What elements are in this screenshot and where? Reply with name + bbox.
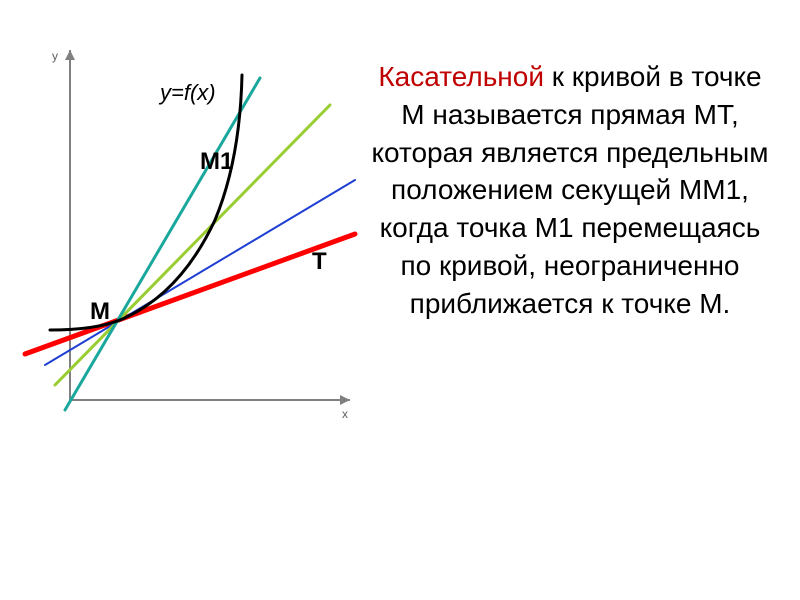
svg-text:x: x	[342, 407, 348, 421]
point-t-label: T	[312, 248, 327, 276]
definition-body: к кривой в точке M называется прямая MT,…	[371, 61, 768, 319]
point-m1-label: M1	[200, 148, 233, 176]
definition-area: Касательной к кривой в точке M называетс…	[360, 20, 790, 580]
point-m-label: M	[90, 298, 110, 326]
tangent-word: Касательной	[378, 61, 544, 92]
svg-text:y: y	[52, 49, 58, 63]
chart-area: x y y=f(x) M M1 T	[10, 20, 360, 580]
curve-label: y=f(x)	[160, 80, 216, 106]
definition-text: Касательной к кривой в точке M называетс…	[370, 58, 770, 323]
